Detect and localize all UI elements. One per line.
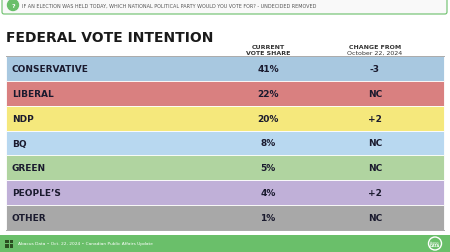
Text: +2: +2: [368, 114, 382, 123]
Text: 5%: 5%: [261, 164, 275, 173]
Text: October 22, 2024: October 22, 2024: [347, 51, 403, 56]
Text: +2: +2: [368, 188, 382, 197]
Text: -3: -3: [370, 65, 380, 74]
Text: NC: NC: [368, 164, 382, 173]
Circle shape: [8, 1, 18, 11]
Text: OTHER: OTHER: [12, 213, 47, 222]
Bar: [6, 106, 444, 131]
Text: NC: NC: [368, 89, 382, 98]
Bar: [9, 244, 13, 247]
Bar: [6, 181, 444, 205]
Text: NC: NC: [368, 139, 382, 148]
Text: 22%: 22%: [257, 89, 279, 98]
Text: Abacus Data • Oct. 22, 2024 • Canadian Public Affairs Update: Abacus Data • Oct. 22, 2024 • Canadian P…: [18, 241, 153, 245]
Bar: [6, 82, 444, 106]
Text: 1%: 1%: [261, 213, 275, 222]
Text: CURRENT: CURRENT: [252, 45, 284, 50]
Bar: [6, 57, 444, 82]
Text: 8%: 8%: [261, 139, 275, 148]
Bar: [9, 240, 13, 243]
Text: CHANGE FROM: CHANGE FROM: [349, 45, 401, 50]
Text: NDP: NDP: [12, 114, 34, 123]
FancyBboxPatch shape: [2, 0, 447, 15]
Text: VOTE SHARE: VOTE SHARE: [246, 51, 290, 56]
Text: 20%: 20%: [257, 114, 279, 123]
Bar: [6, 205, 444, 230]
Text: BQ: BQ: [12, 139, 27, 148]
Bar: [5, 240, 9, 243]
Bar: [0, 235, 450, 252]
Text: PEOPLE’S: PEOPLE’S: [12, 188, 61, 197]
Text: NC: NC: [368, 213, 382, 222]
Text: LIBERAL: LIBERAL: [12, 89, 54, 98]
Text: FEDERAL VOTE INTENTION: FEDERAL VOTE INTENTION: [6, 31, 213, 45]
Text: abacus: abacus: [430, 240, 440, 244]
Text: IF AN ELECTION WAS HELD TODAY, WHICH NATIONAL POLITICAL PARTY WOULD YOU VOTE FOR: IF AN ELECTION WAS HELD TODAY, WHICH NAT…: [22, 4, 316, 9]
Text: DATA: DATA: [430, 243, 440, 247]
Bar: [5, 244, 9, 247]
Bar: [6, 156, 444, 181]
Text: GREEN: GREEN: [12, 164, 46, 173]
Text: 4%: 4%: [260, 188, 276, 197]
Bar: [6, 131, 444, 156]
Text: 41%: 41%: [257, 65, 279, 74]
Text: ?: ?: [11, 4, 15, 9]
Text: CONSERVATIVE: CONSERVATIVE: [12, 65, 89, 74]
